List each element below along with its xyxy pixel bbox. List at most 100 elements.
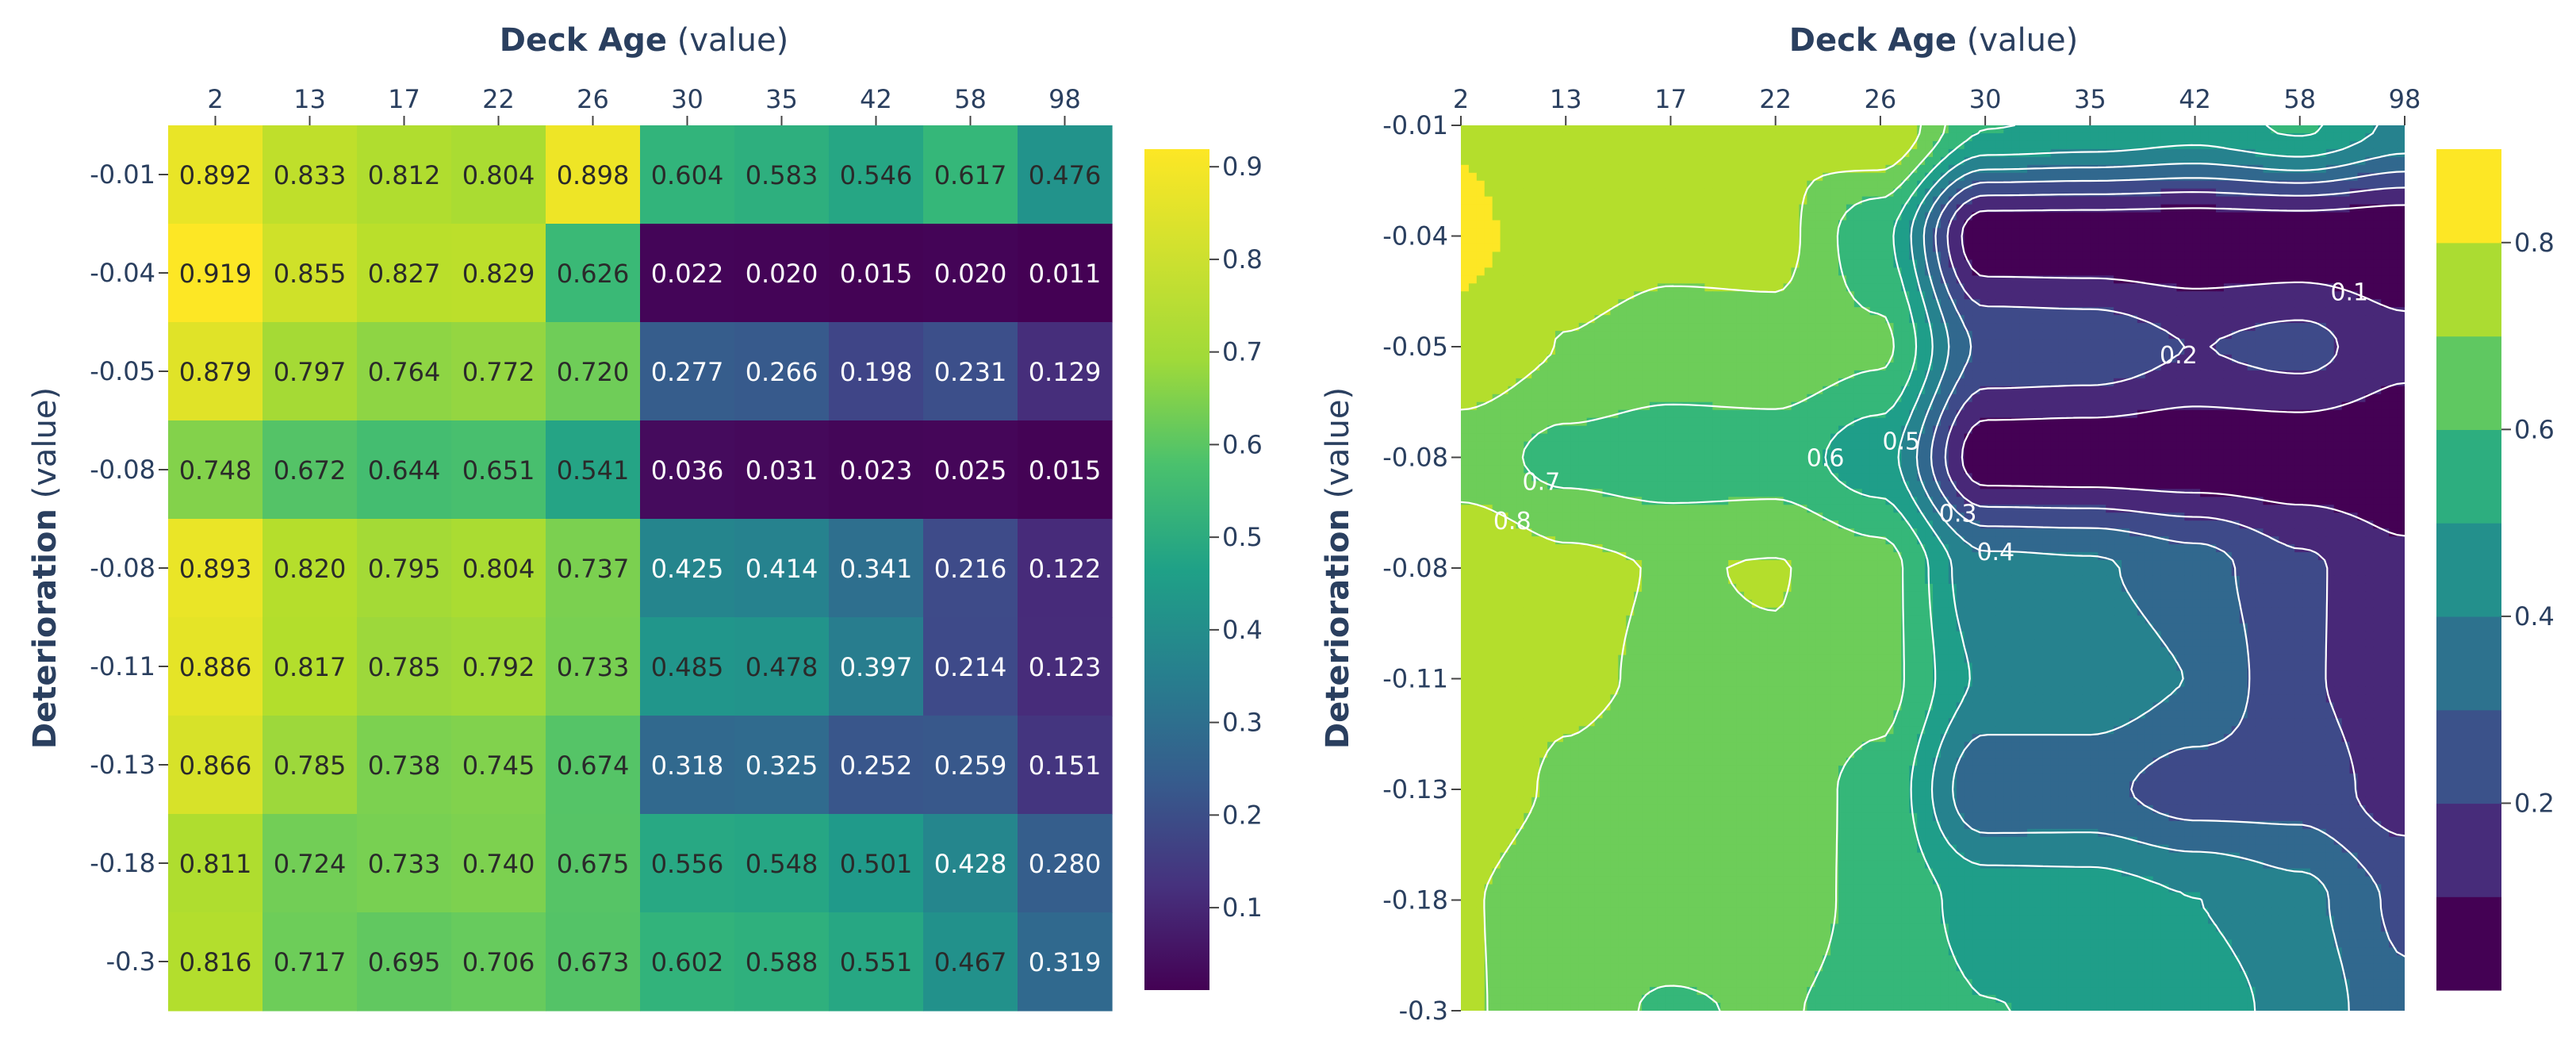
contour-band-cell bbox=[2067, 386, 2076, 395]
contour-band-cell bbox=[2365, 221, 2374, 229]
contour-band-cell bbox=[1776, 363, 1784, 371]
contour-band-cell bbox=[1972, 244, 1981, 252]
contour-band-cell bbox=[2176, 251, 2185, 260]
contour-band-cell bbox=[1893, 331, 1902, 340]
contour-band-cell bbox=[1681, 291, 1690, 300]
contour-band-cell bbox=[2051, 363, 2060, 371]
contour-band-cell bbox=[1768, 378, 1777, 387]
contour-band-cell bbox=[2137, 339, 2146, 347]
contour-band-cell bbox=[2161, 125, 2170, 134]
contour-band-cell bbox=[2082, 236, 2091, 245]
contour-band-cell bbox=[1461, 418, 1470, 427]
contour-band-cell bbox=[1681, 283, 1690, 292]
contour-band-cell bbox=[1870, 315, 1879, 324]
contour-band-cell bbox=[1610, 213, 1619, 221]
contour-band-cell bbox=[2326, 259, 2335, 268]
contour-band-cell bbox=[1830, 149, 1839, 158]
contour-band-cell bbox=[1728, 205, 1737, 213]
contour-band-cell bbox=[1807, 125, 1815, 134]
contour-band-cell bbox=[1508, 157, 1517, 166]
contour-band-cell bbox=[1595, 331, 1604, 340]
contour-band-cell bbox=[1666, 141, 1674, 150]
contour-band-cell bbox=[1893, 418, 1902, 427]
contour-band-cell bbox=[2256, 331, 2264, 340]
contour-band-cell bbox=[1846, 434, 1855, 443]
contour-band-cell bbox=[1878, 323, 1887, 332]
contour-band-cell bbox=[1980, 213, 1989, 221]
contour-band-cell bbox=[1618, 307, 1627, 316]
contour-band-cell bbox=[1642, 173, 1650, 182]
contour-band-cell bbox=[1618, 339, 1627, 347]
contour-band-cell bbox=[1846, 299, 1855, 308]
contour-band-cell bbox=[1760, 394, 1769, 403]
contour-band-cell bbox=[2256, 339, 2264, 347]
contour-band-cell bbox=[1555, 141, 1564, 150]
contour-band-cell bbox=[2090, 259, 2099, 268]
contour-band-cell bbox=[2161, 378, 2170, 387]
contour-band-cell bbox=[2224, 307, 2233, 316]
contour-band-cell bbox=[1776, 347, 1784, 355]
contour-band-cell bbox=[1469, 244, 1478, 252]
contour-band-cell bbox=[2334, 363, 2343, 371]
contour-band-cell bbox=[1461, 378, 1470, 387]
contour-band-cell bbox=[2318, 267, 2327, 276]
contour-band-cell bbox=[1784, 370, 1792, 379]
contour-band-cell bbox=[1799, 251, 1807, 260]
contour-band-cell bbox=[1673, 299, 1682, 308]
contour-band-cell bbox=[2318, 378, 2327, 387]
contour-band-cell bbox=[1980, 363, 1989, 371]
contour-band-cell bbox=[2003, 410, 2012, 419]
contour-band-cell bbox=[1768, 386, 1777, 395]
contour-band-cell bbox=[1610, 386, 1619, 395]
contour-band-cell bbox=[1547, 221, 1556, 229]
contour-band-cell bbox=[1579, 402, 1588, 411]
contour-band-cell bbox=[1524, 315, 1532, 324]
contour-band-cell bbox=[1965, 228, 1973, 237]
contour-band-cell bbox=[1846, 307, 1855, 316]
contour-band-cell bbox=[1461, 339, 1470, 347]
heatmap-cell-value: 0.551 bbox=[840, 947, 913, 977]
contour-band-cell bbox=[2059, 363, 2068, 371]
contour-band-cell bbox=[1870, 141, 1879, 150]
contour-band-cell bbox=[2326, 347, 2335, 355]
contour-band-cell bbox=[1531, 228, 1540, 237]
contour-band-cell bbox=[2200, 251, 2209, 260]
contour-band-cell bbox=[2271, 291, 2279, 300]
contour-band-cell bbox=[1792, 133, 1800, 142]
contour-band-cell bbox=[2098, 426, 2106, 435]
contour-band-cell bbox=[1744, 378, 1753, 387]
contour-band-cell bbox=[2397, 173, 2405, 182]
contour-band-cell bbox=[1571, 251, 1580, 260]
contour-band-cell bbox=[2279, 355, 2287, 363]
contour-band-cell bbox=[1862, 323, 1871, 332]
contour-band-cell bbox=[1579, 197, 1588, 205]
contour-band-cell bbox=[2011, 410, 2020, 419]
contour-band-cell bbox=[1595, 363, 1604, 371]
contour-band-cell bbox=[1807, 386, 1815, 395]
contour-band-cell bbox=[1799, 410, 1807, 419]
contour-band-cell bbox=[1697, 213, 1706, 221]
contour-band-cell bbox=[2153, 275, 2162, 284]
contour-band-cell bbox=[1846, 221, 1855, 229]
contour-band-cell bbox=[1658, 197, 1666, 205]
contour-band-cell bbox=[2051, 370, 2060, 379]
contour-band-cell bbox=[1642, 133, 1650, 142]
contour-band-cell bbox=[2051, 157, 2060, 166]
contour-band-cell bbox=[1752, 394, 1761, 403]
contour-band-cell bbox=[1587, 133, 1596, 142]
contour-band-cell bbox=[1784, 410, 1792, 419]
contour-band-cell bbox=[2240, 331, 2248, 340]
contour-band-cell bbox=[1595, 323, 1604, 332]
contour-band-cell bbox=[2232, 133, 2241, 142]
contour-band-cell bbox=[1712, 197, 1721, 205]
contour-band-cell bbox=[2342, 323, 2351, 332]
contour-band-cell bbox=[1579, 339, 1588, 347]
contour-band-cell bbox=[1854, 165, 1863, 174]
contour-band-cell bbox=[1555, 251, 1564, 260]
contour-band-cell bbox=[2169, 165, 2178, 174]
contour-band-cell bbox=[2059, 205, 2068, 213]
contour-band-cell bbox=[1610, 426, 1619, 435]
contour-band-cell bbox=[1485, 370, 1493, 379]
contour-band-cell bbox=[1508, 236, 1517, 245]
contour-band-cell bbox=[1666, 149, 1674, 158]
